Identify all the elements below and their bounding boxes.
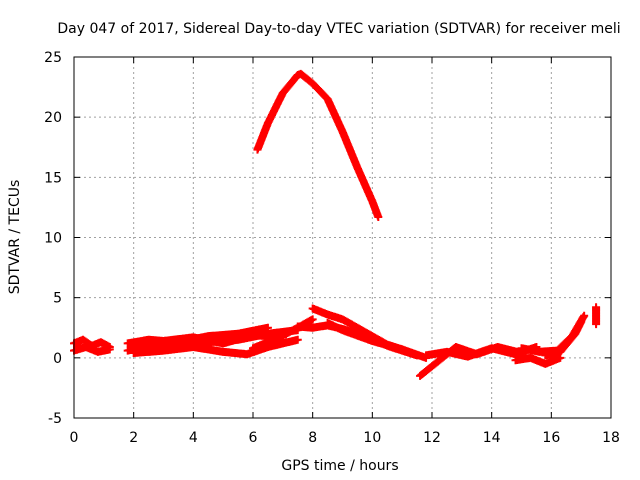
x-tick-label: 0 [70, 430, 79, 446]
data-point [263, 323, 272, 332]
x-tick-label: 16 [542, 430, 560, 446]
y-tick-label: 5 [53, 291, 62, 307]
x-tick-label: 10 [363, 430, 381, 446]
series-arc-high [253, 69, 383, 222]
x-axis-label: GPS time / hours [281, 458, 398, 474]
series-arc-band-4 [159, 330, 287, 348]
x-tick-label: 2 [129, 430, 138, 446]
data-point [308, 315, 317, 324]
series-arc-mid-5 [422, 343, 541, 361]
y-tick-label: 15 [44, 170, 62, 186]
y-tick-label: 25 [44, 50, 62, 66]
data-layer [70, 69, 601, 380]
y-axis-label: SDTVAR / TECUs [7, 180, 23, 295]
x-tick-label: 6 [249, 430, 258, 446]
data-point [577, 317, 586, 326]
x-tick-label: 8 [308, 430, 317, 446]
data-point [374, 213, 383, 222]
chart-title: Day 047 of 2017, Sidereal Day-to-day VTE… [57, 21, 620, 37]
x-tick-label: 12 [423, 430, 441, 446]
y-tick-label: 10 [44, 231, 62, 247]
series-arc-tail [592, 303, 601, 329]
data-point [580, 311, 589, 320]
data-point [293, 335, 302, 344]
x-tick-label: 14 [483, 430, 501, 446]
grid [74, 57, 611, 418]
y-tick-label: 20 [44, 110, 62, 126]
data-point [592, 303, 601, 312]
x-tick-label: 4 [189, 430, 198, 446]
x-tick-label: 18 [602, 430, 620, 446]
series-arc-late-1 [511, 353, 565, 368]
series-arc-mid-3 [323, 318, 431, 362]
series-arc-late-3 [541, 317, 586, 360]
axes: 0 2 4 6 8 10 12 14 16 18 -5 0 5 10 15 20 25 [44, 50, 620, 446]
y-tick-label: -5 [48, 411, 62, 427]
series-arc-band-3 [129, 335, 302, 359]
series-arc-early-b [70, 343, 114, 356]
data-point [105, 345, 114, 354]
y-tick-label: 0 [53, 351, 62, 367]
